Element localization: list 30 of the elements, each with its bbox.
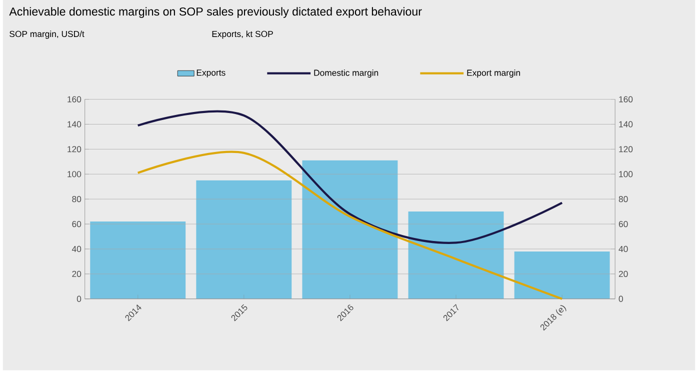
text: SOP margin, USD/t xyxy=(10,30,84,39)
y-tick-label: 20 xyxy=(618,271,628,278)
y-tick-label: 160 xyxy=(619,96,633,103)
bar xyxy=(196,180,292,300)
y2-tick-label: 80 xyxy=(72,196,82,202)
bar xyxy=(302,160,398,300)
y-tick-label: 120 xyxy=(619,146,633,152)
legend-label: Domestic margin xyxy=(314,70,378,78)
legend-label: Exports xyxy=(196,70,226,78)
y-tick-label: 0 xyxy=(618,296,623,302)
y2-tick-label: 100 xyxy=(68,171,82,178)
y2-tick-label: 120 xyxy=(68,146,82,152)
line-series xyxy=(136,151,564,300)
y2-tick-label: 40 xyxy=(72,246,82,252)
y-tick-label: 80 xyxy=(618,196,628,202)
y-tick-label: 60 xyxy=(618,221,628,228)
bar xyxy=(408,212,504,300)
text: Exports, kt SOP xyxy=(212,30,273,39)
bar xyxy=(514,252,610,300)
y-tick-label: 40 xyxy=(618,246,628,252)
y-tick-label: 140 xyxy=(619,121,633,128)
legend-label: Export margin xyxy=(467,70,520,78)
y2-tick-label: 20 xyxy=(72,271,82,278)
y-tick-label: 100 xyxy=(619,171,633,178)
chart-title: Achievable domestic margins on SOP sales previously dictated export behaviour xyxy=(9,7,422,18)
y2-tick-label: 140 xyxy=(68,121,82,128)
bar xyxy=(90,222,186,300)
y2-tick-label: 160 xyxy=(68,96,82,103)
y2-tick-label: 0 xyxy=(76,296,82,302)
y2-tick-label: 60 xyxy=(72,221,82,228)
